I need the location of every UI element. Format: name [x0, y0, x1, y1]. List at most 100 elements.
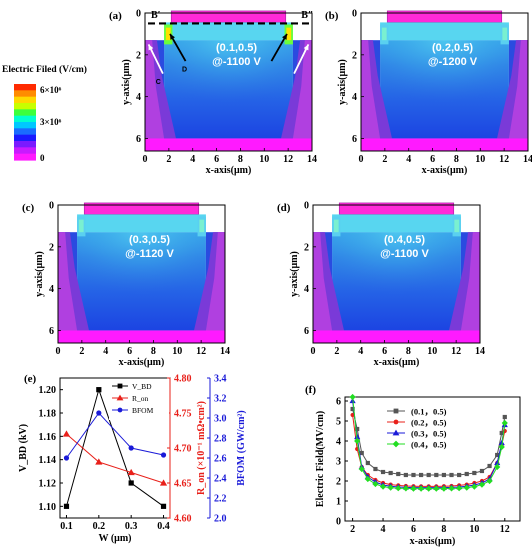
data-point: [417, 485, 425, 492]
data-point: [159, 479, 168, 486]
y-axis-label: R_on (×10⁻¹ mΩ•cm²): [196, 401, 207, 495]
x-tick-label: 6: [411, 524, 416, 535]
map-hotspot-core: [381, 27, 387, 41]
y-tick-label: 1.18: [39, 409, 57, 420]
y-tick-label: 4: [336, 437, 341, 448]
colorbar-swatch: [14, 115, 36, 123]
colorbar: Electric Filed (V/cm) 6×10⁶ 3×10⁶ 0: [2, 64, 87, 163]
data-point: [393, 419, 399, 425]
y-axis-label: Electric Field(MV/cm): [315, 411, 326, 507]
data-point: [355, 426, 360, 432]
map-wedge-right-inner: [508, 40, 528, 139]
colorbar-swatch: [14, 134, 36, 142]
map-xtick-label: 6: [214, 154, 219, 165]
map-mesa: [164, 22, 293, 41]
data-point: [418, 472, 424, 478]
y-tick-label: 2.0: [214, 514, 227, 525]
map-ytick-label: 4: [352, 92, 357, 103]
data-point: [457, 472, 462, 478]
map-xtick-label: 2: [79, 346, 84, 357]
map-hotspot-core: [333, 219, 339, 233]
map-wedge-left-inner: [58, 232, 78, 331]
colorbar-swatch: [14, 153, 36, 161]
data-point: [116, 394, 124, 401]
legend-label: V_BD: [132, 382, 152, 391]
x-tick-label: 12: [500, 524, 510, 535]
data-point: [358, 465, 365, 473]
map-hotspot-core: [199, 219, 205, 233]
map-hotspot-core: [165, 27, 171, 41]
data-point: [434, 472, 439, 478]
data-point: [498, 443, 505, 451]
colorbar-swatch: [14, 109, 36, 117]
plot-frame: [344, 396, 521, 522]
map-substrate: [313, 330, 480, 343]
map-xtick-label: 2: [382, 154, 387, 165]
data-point: [472, 470, 477, 476]
panel-label: (d): [277, 202, 291, 214]
map-xtick-label: 4: [358, 346, 363, 357]
data-point: [387, 484, 394, 491]
colorbar-swatch: [14, 103, 36, 110]
data-point: [63, 455, 70, 461]
data-point: [127, 468, 135, 476]
data-point: [128, 445, 134, 451]
map-label-params: (0.3,0.5): [129, 234, 170, 246]
cutline-end-label: B″: [301, 10, 313, 21]
map-xtick-label: 10: [427, 346, 437, 357]
map-xtick-label: 0: [359, 154, 364, 165]
data-point: [392, 440, 400, 448]
map-ytick-label: 2: [136, 50, 141, 61]
x-tick-label: 0.4: [157, 521, 170, 532]
y-tick-label: 1.10: [39, 502, 57, 513]
map-frame: [360, 12, 529, 152]
legend-label: (0.1，0.5): [411, 407, 447, 417]
map-xtick-label: 10: [172, 346, 182, 357]
data-point: [392, 429, 400, 436]
data-point: [464, 471, 469, 477]
map-label-params: (0.4,0.5): [384, 234, 425, 246]
data-point: [128, 480, 134, 486]
data-point: [495, 452, 500, 458]
y-tick-label: 3.0: [214, 414, 227, 425]
map-ytick-label: 6: [136, 134, 141, 145]
data-point: [95, 458, 103, 465]
panel-label: (a): [109, 10, 122, 22]
data-point: [380, 469, 386, 475]
data-point: [96, 410, 102, 416]
data-point: [498, 439, 505, 446]
map-xtick-label: 4: [103, 346, 108, 357]
map-xtick-label: 12: [196, 346, 206, 357]
y-axis-label: V_BD (kV): [18, 424, 29, 472]
legend-label: BFOM: [132, 406, 154, 415]
colorbar-tick: 0: [40, 153, 45, 163]
map-glow: [332, 232, 461, 310]
arrow-c2-head: [303, 44, 309, 51]
map-xtick-label: 12: [451, 346, 461, 357]
map-xlabel: x-axis(μm): [206, 165, 252, 176]
chart-e: 0.1 0.2 0.3 0.4 W (μm) 1.10 1.12 1.14 1.16 1.18 1.…: [18, 373, 247, 544]
field-map-c: 0 2 4 6 8 10 12 140246x-axis(μm)y-axis(μm)(c)(0…: [22, 201, 230, 369]
map-xtick-label: 12: [499, 154, 509, 165]
x-axis-label: W (μm): [99, 533, 132, 544]
map-ytick-label: 0: [352, 9, 357, 20]
y-tick-label: 4.75: [174, 409, 192, 420]
y-tick-label: 5: [336, 417, 341, 428]
data-point: [372, 480, 379, 488]
map-xtick-label: 2: [334, 346, 339, 357]
arrow-c-head: [148, 44, 154, 51]
data-point: [117, 383, 123, 389]
colorbar-tick: 6×10⁶: [40, 85, 62, 95]
map-xtick-label: 8: [151, 346, 156, 357]
map-glow: [164, 40, 293, 118]
map-label-params: (0.1,0.5): [216, 42, 257, 54]
map-xtick-label: 14: [220, 346, 230, 357]
data-point: [350, 412, 355, 418]
data-point: [364, 475, 371, 483]
data-point: [433, 485, 440, 492]
data-point: [410, 485, 417, 492]
map-label-voltage: @-1200 V: [428, 56, 478, 68]
map-wedge-left-inner: [145, 40, 165, 139]
